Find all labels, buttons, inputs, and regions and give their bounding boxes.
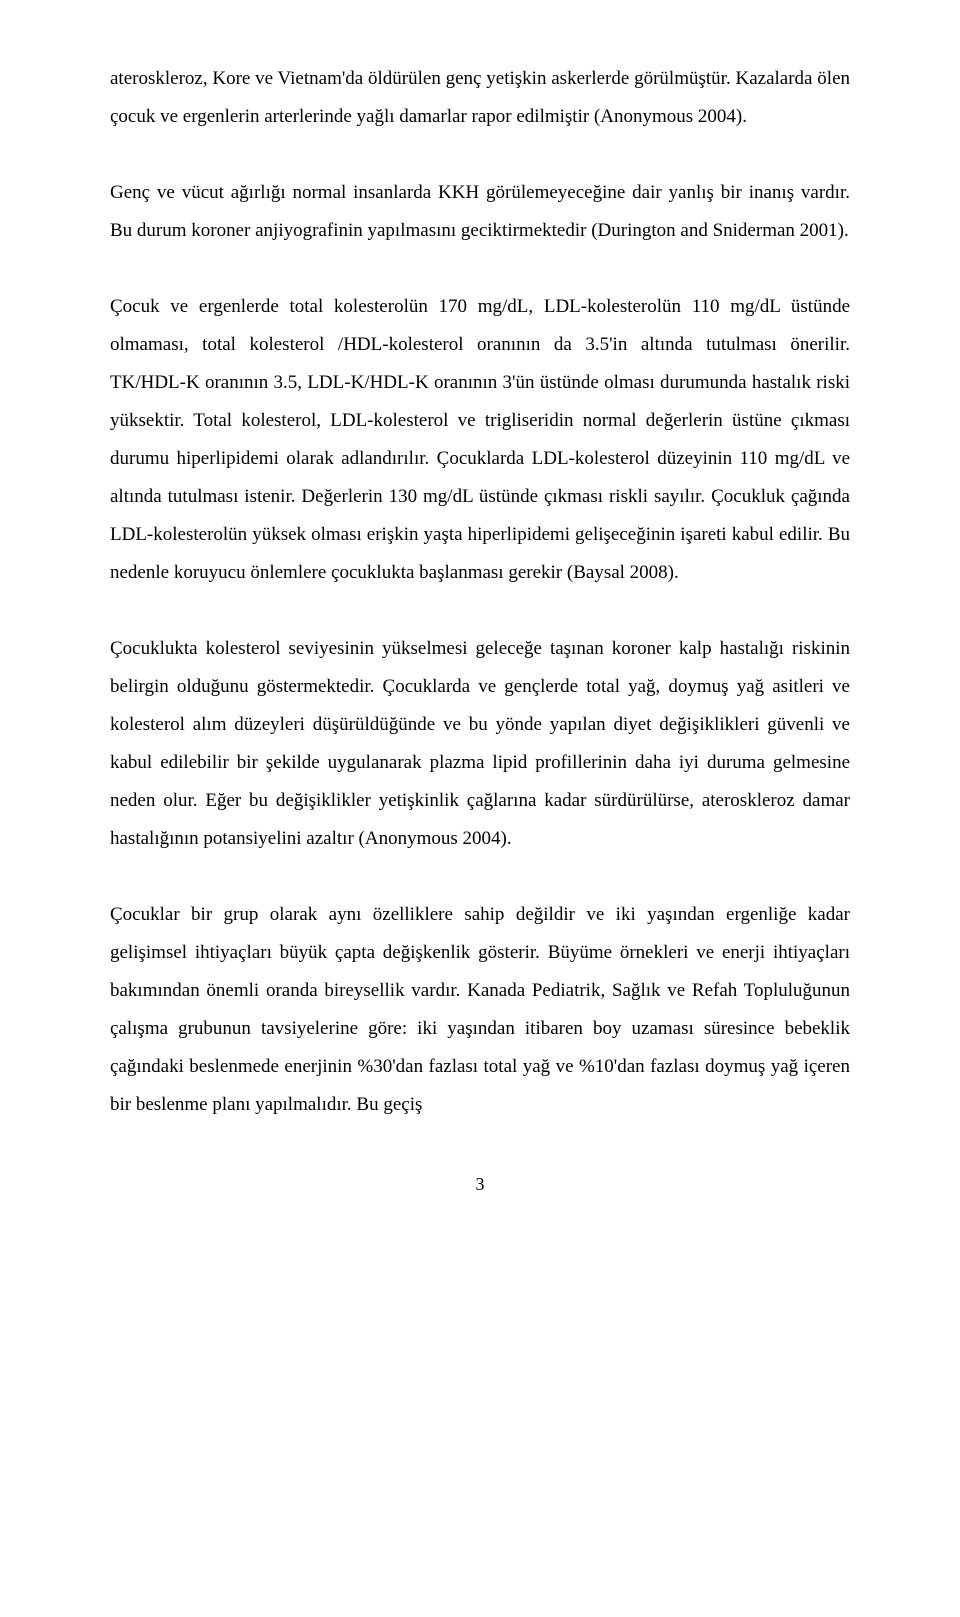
page-number: 3	[110, 1174, 850, 1195]
body-paragraph: Genç ve vücut ağırlığı normal insanlarda…	[110, 174, 850, 250]
body-paragraph: ateroskleroz, Kore ve Vietnam'da öldürül…	[110, 60, 850, 136]
body-paragraph: Çocuklar bir grup olarak aynı özellikler…	[110, 896, 850, 1124]
body-paragraph: Çocuk ve ergenlerde total kolesterolün 1…	[110, 288, 850, 592]
body-paragraph: Çocuklukta kolesterol seviyesinin yüksel…	[110, 630, 850, 858]
